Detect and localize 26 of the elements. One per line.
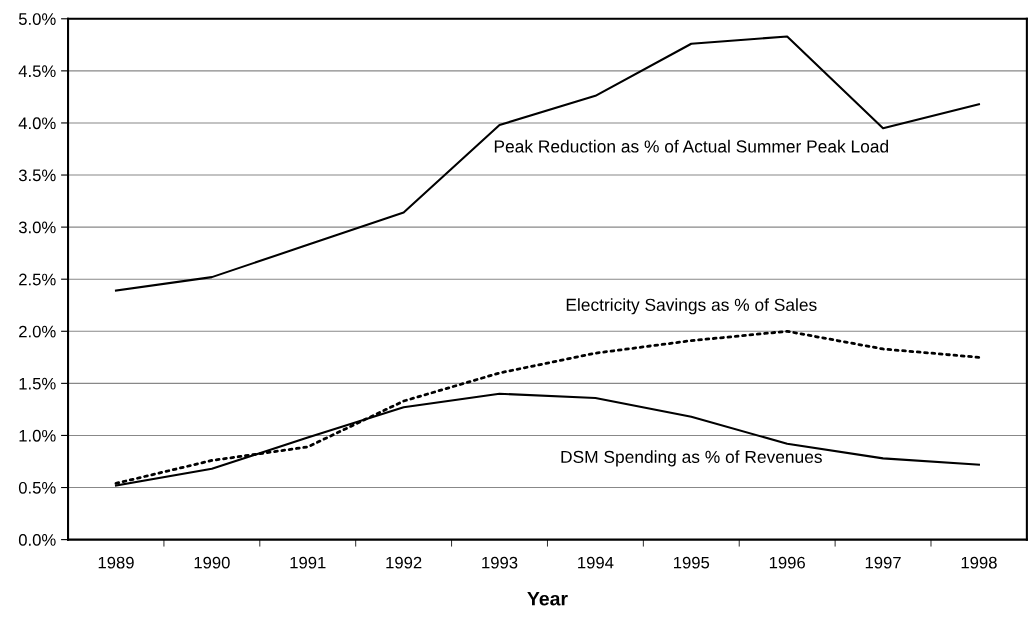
x-tick-label: 1989 — [98, 556, 134, 569]
x-tick-label: 1997 — [865, 556, 901, 569]
y-tick-label: 5.0% — [18, 13, 56, 25]
y-tick-label: 4.5% — [18, 65, 56, 78]
y-tick-label: 0.0% — [18, 534, 56, 546]
y-tick-label: 2.0% — [19, 325, 56, 338]
x-tick-label: 1993 — [482, 556, 518, 569]
x-tick-label: 1994 — [578, 556, 614, 569]
x-tick-label: 1990 — [194, 556, 230, 569]
series-label: Electricity Savings as % of Sales — [566, 298, 817, 315]
y-tick-label: 2.5% — [19, 273, 56, 286]
y-tick-label: 3.5% — [18, 169, 56, 182]
y-tick-label: 3.0% — [18, 221, 56, 234]
y-tick-label: 1.0% — [19, 429, 56, 442]
x-tick-label: 1991 — [290, 556, 326, 569]
series-label: Peak Reduction as % of Actual Summer Peak Load — [494, 139, 889, 153]
x-tick-label: 1998 — [961, 556, 997, 569]
x-axis-title: Year — [527, 591, 568, 606]
y-tick-label: 0.5% — [18, 481, 56, 494]
y-tick-label: 1.5% — [19, 377, 56, 390]
y-tick-label: 4.0% — [18, 117, 56, 130]
line-series — [114, 35, 980, 292]
x-tick-label: 1996 — [769, 556, 805, 569]
x-tick-label: 1995 — [674, 556, 710, 569]
x-tick-label: 1992 — [386, 556, 422, 569]
series-label: DSM Spending as % of Revenues — [561, 450, 822, 467]
